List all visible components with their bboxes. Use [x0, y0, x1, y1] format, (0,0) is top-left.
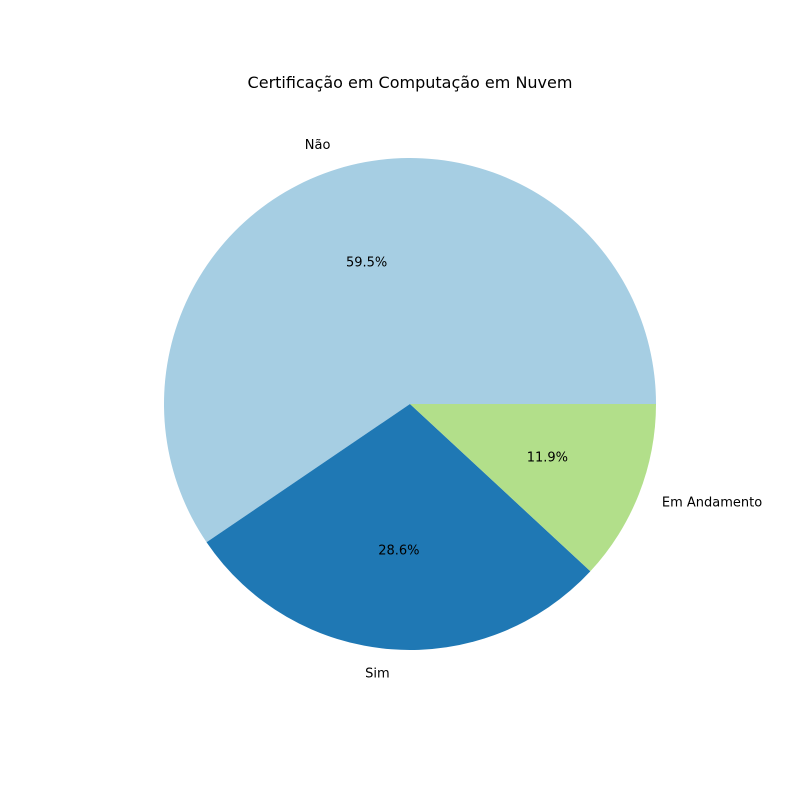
pie-slice-nao: [164, 158, 656, 543]
pie-slice-sim: [206, 404, 591, 651]
slice-label-em-andamento: Em Andamento: [662, 495, 762, 510]
slice-label-sim: Sim: [365, 666, 390, 681]
pie-slices: [164, 158, 656, 651]
chart-title: Certificação em Computação em Nuvem: [248, 73, 573, 92]
slice-pct-sim: 28.6%: [378, 544, 419, 559]
slice-pct-em-andamento: 11.9%: [527, 450, 568, 465]
pie-slice-em-andamento: [410, 404, 656, 572]
slice-label-nao: Não: [305, 138, 331, 153]
slice-pct-nao: 59.5%: [346, 255, 387, 270]
pie-labels: Não 59.5% Sim 28.6% Em Andamento 11.9%: [305, 138, 762, 681]
